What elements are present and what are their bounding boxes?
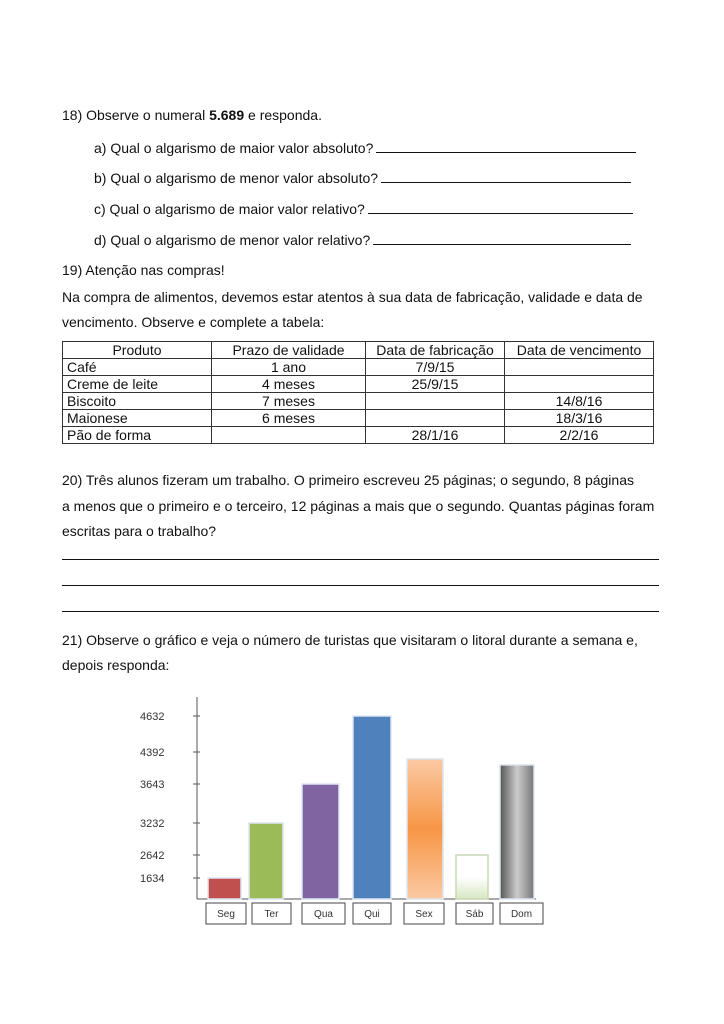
answer-line[interactable] bbox=[62, 611, 659, 612]
q20-line-3: escritas para o trabalho? bbox=[62, 523, 217, 539]
bar-dom bbox=[499, 764, 535, 900]
cell-prazo: 6 meses bbox=[211, 409, 366, 427]
cell-vencimento: 2/2/16 bbox=[504, 426, 654, 444]
cell-prazo: 7 meses bbox=[211, 392, 366, 410]
q20-line-2: a menos que o primeiro e o terceiro, 12 … bbox=[62, 498, 655, 514]
y-tick-label: 1634 bbox=[140, 873, 164, 885]
y-tick-label: 2642 bbox=[140, 850, 164, 862]
x-tick-label: Dom bbox=[511, 909, 532, 920]
answer-blank[interactable] bbox=[381, 169, 632, 183]
bar-seg bbox=[207, 877, 242, 900]
q18-item-a: a) Qual o algarismo de maior valor absol… bbox=[94, 139, 637, 157]
validity-table: Produto Prazo de validade Data de fabric… bbox=[62, 341, 654, 444]
x-label-box bbox=[455, 902, 494, 925]
q19-text-1: Na compra de alimentos, devemos estar at… bbox=[62, 289, 643, 305]
answer-line[interactable] bbox=[62, 585, 659, 586]
q18-suffix: e responda. bbox=[244, 107, 322, 123]
header-prazo: Prazo de validade bbox=[211, 341, 366, 359]
q18-item-b: b) Qual o algarismo de menor valor absol… bbox=[94, 169, 632, 187]
q18-title: 18) Observe o numeral 5.689 e responda. bbox=[62, 106, 322, 124]
q18-item-text: d) Qual o algarismo de menor valor relat… bbox=[94, 232, 371, 248]
q18-number: 5.689 bbox=[209, 107, 245, 123]
x-label-box bbox=[499, 902, 544, 925]
table-row: Biscoito 7 meses 14/8/16 bbox=[62, 392, 654, 410]
header-vencimento: Data de vencimento bbox=[504, 341, 654, 359]
table-row: Maionese 6 meses 18/3/16 bbox=[62, 409, 654, 427]
q21-line-2: depois responda: bbox=[62, 657, 170, 673]
answer-line[interactable] bbox=[62, 559, 659, 560]
x-label-box bbox=[403, 902, 445, 925]
cell-produto: Maionese bbox=[62, 409, 212, 427]
q18-prefix: 18) Observe o numeral bbox=[62, 107, 210, 123]
bar-qua bbox=[301, 783, 340, 900]
bar-ter bbox=[248, 822, 284, 900]
y-tick-label: 3232 bbox=[140, 818, 164, 830]
table-header-row: Produto Prazo de validade Data de fabric… bbox=[62, 341, 654, 359]
x-tick-label: Seg bbox=[217, 909, 235, 920]
q18-item-text: b) Qual o algarismo de menor valor absol… bbox=[94, 170, 379, 186]
x-label-box bbox=[205, 902, 247, 925]
cell-vencimento: 18/3/16 bbox=[504, 409, 654, 427]
x-tick-label: Sex bbox=[415, 909, 432, 920]
q20-line-1: 20) Três alunos fizeram um trabalho. O p… bbox=[62, 472, 634, 488]
x-tick-label: Sáb bbox=[466, 909, 484, 920]
y-tick-label: 3643 bbox=[140, 779, 164, 791]
table-row: Creme de leite 4 meses 25/9/15 bbox=[62, 375, 654, 393]
table-row: Pão de forma 28/1/16 2/2/16 bbox=[62, 426, 654, 444]
header-fabricacao: Data de fabricação bbox=[365, 341, 505, 359]
q18-item-text: c) Qual o algarismo de maior valor relat… bbox=[94, 201, 365, 217]
answer-blank[interactable] bbox=[373, 231, 632, 245]
x-label-box bbox=[251, 902, 292, 925]
cell-fabricacao: 28/1/16 bbox=[365, 426, 505, 444]
bar-sáb bbox=[455, 854, 489, 900]
q18-item-text: a) Qual o algarismo de maior valor absol… bbox=[94, 140, 374, 156]
header-produto: Produto bbox=[62, 341, 212, 359]
q18-item-c: c) Qual o algarismo de maior valor relat… bbox=[94, 200, 633, 218]
q21-line-1: 21) Observe o gráfico e veja o número de… bbox=[62, 632, 638, 648]
q18-item-d: d) Qual o algarismo de menor valor relat… bbox=[94, 231, 632, 249]
answer-blank[interactable] bbox=[376, 139, 637, 153]
x-label-box bbox=[352, 902, 392, 925]
q19-text-2: vencimento. Observe e complete a tabela: bbox=[62, 314, 325, 330]
q19-title: 19) Atenção nas compras! bbox=[62, 262, 225, 278]
y-tick-label: 4632 bbox=[140, 711, 164, 723]
cell-produto: Pão de forma bbox=[62, 426, 212, 444]
cell-produto: Creme de leite bbox=[62, 375, 212, 393]
x-tick-label: Qua bbox=[314, 909, 333, 920]
bar-sex bbox=[406, 758, 444, 900]
y-tick-label: 4392 bbox=[140, 747, 164, 759]
x-tick-label: Qui bbox=[364, 909, 380, 920]
bar-qui bbox=[352, 715, 392, 900]
answer-blank[interactable] bbox=[367, 200, 633, 214]
x-label-box bbox=[301, 902, 346, 925]
x-tick-label: Ter bbox=[265, 909, 280, 920]
